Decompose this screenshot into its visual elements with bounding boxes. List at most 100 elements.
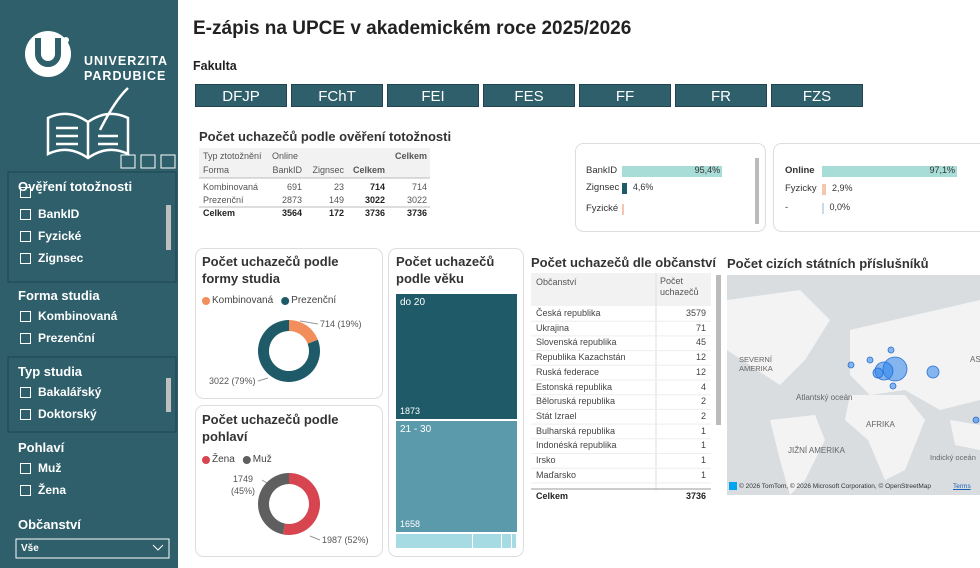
faculty-button[interactable]: FF bbox=[579, 84, 671, 107]
slicer-item[interactable]: Bakalářský bbox=[38, 385, 102, 399]
focus-icon bbox=[140, 154, 156, 169]
table-cell: 12 bbox=[695, 366, 706, 377]
slicer-item[interactable]: Muž bbox=[38, 461, 62, 475]
slicer-item[interactable]: Fyzické bbox=[38, 229, 82, 243]
donut-slice bbox=[289, 320, 318, 344]
table-cell: 714 bbox=[369, 182, 385, 192]
treemap-tile bbox=[512, 534, 516, 548]
card-title: Počet uchazečů podle pohlaví bbox=[202, 412, 339, 444]
map-bubbles bbox=[847, 346, 980, 424]
dropdown-value[interactable]: Vše bbox=[21, 543, 39, 554]
checkbox[interactable] bbox=[20, 463, 31, 474]
table-corner: Typ ztotožnění bbox=[203, 151, 262, 161]
table-cell: 45 bbox=[695, 337, 706, 348]
slicer-item[interactable]: Kombinovaná bbox=[38, 309, 118, 323]
bar bbox=[622, 183, 627, 194]
table-total: Celkem bbox=[536, 491, 569, 501]
checkbox[interactable] bbox=[20, 333, 31, 344]
table-cell: Estonská republika bbox=[536, 381, 613, 392]
table-cell: Bulharská republika bbox=[536, 425, 616, 436]
table-cell: Běloruská republika bbox=[536, 396, 616, 407]
dropdown-box bbox=[15, 538, 170, 559]
table-cell: 3022 bbox=[406, 195, 427, 205]
logo-u bbox=[35, 38, 61, 67]
checkbox[interactable] bbox=[20, 209, 31, 220]
table-header-bg bbox=[199, 148, 430, 178]
legend-dot bbox=[281, 297, 290, 305]
slice-label: 1749 (45%) bbox=[230, 474, 255, 496]
map-label: Atlantský oceán bbox=[796, 393, 853, 402]
table-cell: 714 bbox=[411, 182, 427, 192]
filter-label: Fakulta bbox=[193, 59, 237, 73]
tile-value: 1873 bbox=[400, 406, 421, 417]
tile-value: 1658 bbox=[400, 519, 421, 529]
checkbox[interactable] bbox=[20, 187, 31, 198]
slice-label: 3022 (79%) bbox=[209, 376, 256, 386]
ms-logo bbox=[729, 482, 737, 490]
map-terms[interactable]: Terms bbox=[953, 483, 971, 490]
bar-label: - bbox=[785, 202, 789, 213]
table-corner: Forma bbox=[203, 165, 230, 175]
scrollbar bbox=[716, 275, 721, 425]
logo-text: UNIVERZITA bbox=[84, 54, 169, 68]
slicer-item[interactable]: Zignsec bbox=[38, 251, 84, 265]
sidebar bbox=[0, 0, 178, 568]
checkbox[interactable] bbox=[20, 231, 31, 242]
legend-dot bbox=[202, 456, 210, 464]
table-cell: Irsko bbox=[536, 455, 556, 465]
faculty-button[interactable]: FEI bbox=[387, 84, 479, 107]
faculty-button[interactable]: FChT bbox=[291, 84, 383, 107]
checkbox[interactable] bbox=[20, 409, 31, 420]
faculty-button[interactable]: FZS bbox=[771, 84, 863, 107]
faculty-button[interactable]: FR bbox=[675, 84, 767, 107]
treemap-tile bbox=[396, 421, 517, 532]
checkbox[interactable] bbox=[20, 387, 31, 398]
table-cell: 3579 bbox=[685, 308, 706, 318]
more-icon bbox=[160, 154, 176, 169]
table-col: Celkem bbox=[352, 165, 385, 175]
slicer-title: Forma studia bbox=[18, 288, 100, 303]
faculty-button[interactable]: FES bbox=[483, 84, 575, 107]
slicer-title: Ověření totožnosti bbox=[18, 179, 133, 194]
table-cell: 1 bbox=[700, 469, 706, 480]
table-cell: 3736 bbox=[364, 208, 385, 218]
table-col: Počet uchazečů bbox=[660, 276, 699, 297]
legend-label: Prezenční bbox=[291, 295, 337, 306]
table-cell: 3736 bbox=[406, 208, 427, 218]
table-cell: Ruská federace bbox=[536, 366, 600, 377]
faculty-button[interactable]: DFJP bbox=[195, 84, 287, 107]
page-title: E-zápis na UPCE v akademickém roce 2025/… bbox=[193, 18, 632, 39]
slicer-item[interactable]: Doktorský bbox=[38, 407, 97, 421]
table-col: BankID bbox=[272, 165, 302, 175]
map-label: JIŽNÍ AMERIKA bbox=[788, 446, 845, 455]
map-label: Indický oceán bbox=[930, 453, 976, 462]
legend-label: Muž bbox=[252, 454, 272, 465]
donut-slice bbox=[258, 473, 289, 535]
slicer-item[interactable]: Prezenční bbox=[38, 331, 95, 345]
slice-label: 714 (19%) bbox=[320, 319, 362, 329]
checkbox[interactable] bbox=[20, 485, 31, 496]
treemap-tile bbox=[502, 534, 512, 548]
card-title: Počet uchazečů podle formy studia bbox=[202, 254, 339, 286]
slicer-title: Pohlaví bbox=[18, 440, 65, 455]
checkbox[interactable] bbox=[20, 253, 31, 264]
slicer-title: Typ studia bbox=[18, 364, 83, 379]
card-title: Počet uchazečů podle věku bbox=[396, 254, 495, 286]
checkbox[interactable] bbox=[20, 311, 31, 322]
legend-label: Kombinovaná bbox=[212, 295, 274, 306]
slicer-item[interactable]: Žena bbox=[38, 483, 67, 497]
bar-label: Online bbox=[785, 165, 815, 176]
bar-value: 2,9% bbox=[832, 183, 853, 193]
donut-slice bbox=[258, 320, 320, 382]
slicer-item[interactable]: BankID bbox=[38, 207, 80, 221]
table-cell: Republika Kazachstán bbox=[536, 352, 626, 363]
bar-label: Fyzicky bbox=[785, 183, 817, 194]
table-cell: 1 bbox=[700, 425, 706, 436]
table-cell: 4 bbox=[700, 381, 706, 392]
table-header-bg bbox=[531, 273, 711, 306]
slicer-item[interactable]: - bbox=[38, 185, 42, 199]
chevron bbox=[152, 544, 164, 551]
table-col: Celkem bbox=[394, 151, 427, 161]
table-row-label: Prezenční bbox=[203, 195, 244, 205]
table-row-label: Celkem bbox=[203, 208, 236, 218]
